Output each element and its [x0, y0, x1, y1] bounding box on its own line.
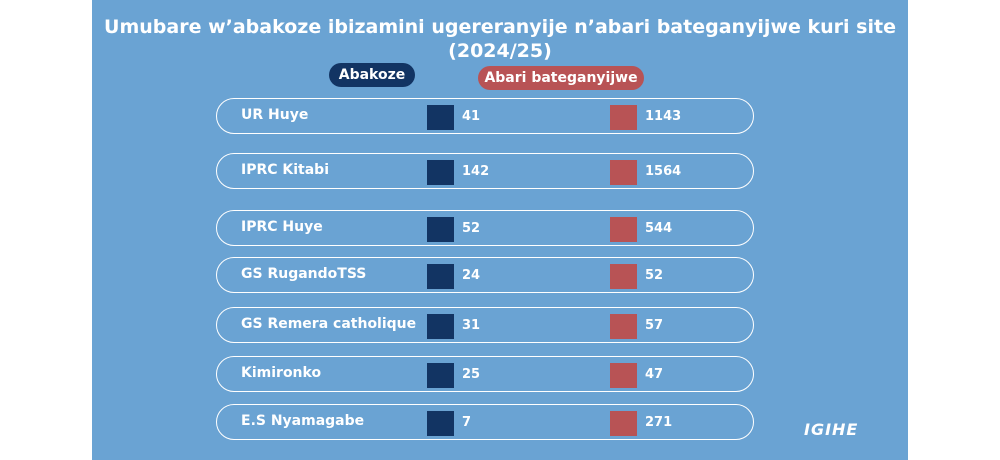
table-row: GS Remera catholique 31 57 [216, 307, 754, 343]
site-name: UR Huye [241, 107, 309, 123]
legend-done: Abakoze [329, 63, 415, 87]
table-row: GS RugandoTSS 24 52 [216, 257, 754, 293]
done-value: 142 [462, 164, 490, 179]
done-swatch [427, 105, 454, 130]
table-row: IPRC Kitabi 142 1564 [216, 153, 754, 189]
expected-swatch [610, 264, 637, 289]
done-value: 25 [462, 367, 481, 382]
done-swatch [427, 363, 454, 388]
expected-swatch [610, 314, 637, 339]
table-row: E.S Nyamagabe 7 271 [216, 404, 754, 440]
panel: Umubare w’abakoze ibizamini ugereranyije… [92, 0, 908, 460]
done-swatch [427, 160, 454, 185]
site-name: Kimironko [241, 365, 322, 381]
title: Umubare w’abakoze ibizamini ugereranyije… [104, 16, 896, 38]
expected-swatch [610, 363, 637, 388]
expected-value: 57 [645, 318, 664, 333]
expected-swatch [610, 411, 637, 436]
expected-swatch [610, 160, 637, 185]
table-row: UR Huye 41 1143 [216, 98, 754, 134]
expected-value: 1564 [645, 164, 682, 179]
done-value: 24 [462, 268, 481, 283]
expected-value: 271 [645, 415, 673, 430]
title: (2024/25) [448, 40, 552, 62]
site-name: IPRC Huye [241, 219, 323, 235]
legend-expected: Abari bateganyijwe [478, 66, 644, 90]
site-name: GS RugandoTSS [241, 266, 367, 282]
expected-value: 1143 [645, 109, 682, 124]
site-name: E.S Nyamagabe [241, 413, 365, 429]
done-value: 41 [462, 109, 481, 124]
table-row: IPRC Huye 52 544 [216, 210, 754, 246]
done-swatch [427, 264, 454, 289]
done-value: 7 [462, 415, 472, 430]
site-name: GS Remera catholique [241, 316, 417, 332]
expected-swatch [610, 217, 637, 242]
done-value: 31 [462, 318, 481, 333]
logo: IGIHE [804, 420, 859, 439]
done-swatch [427, 217, 454, 242]
expected-value: 52 [645, 268, 664, 283]
expected-swatch [610, 105, 637, 130]
expected-value: 544 [645, 221, 673, 236]
done-value: 52 [462, 221, 481, 236]
table-row: Kimironko 25 47 [216, 356, 754, 392]
done-swatch [427, 411, 454, 436]
done-swatch [427, 314, 454, 339]
expected-value: 47 [645, 367, 664, 382]
site-name: IPRC Kitabi [241, 162, 330, 178]
